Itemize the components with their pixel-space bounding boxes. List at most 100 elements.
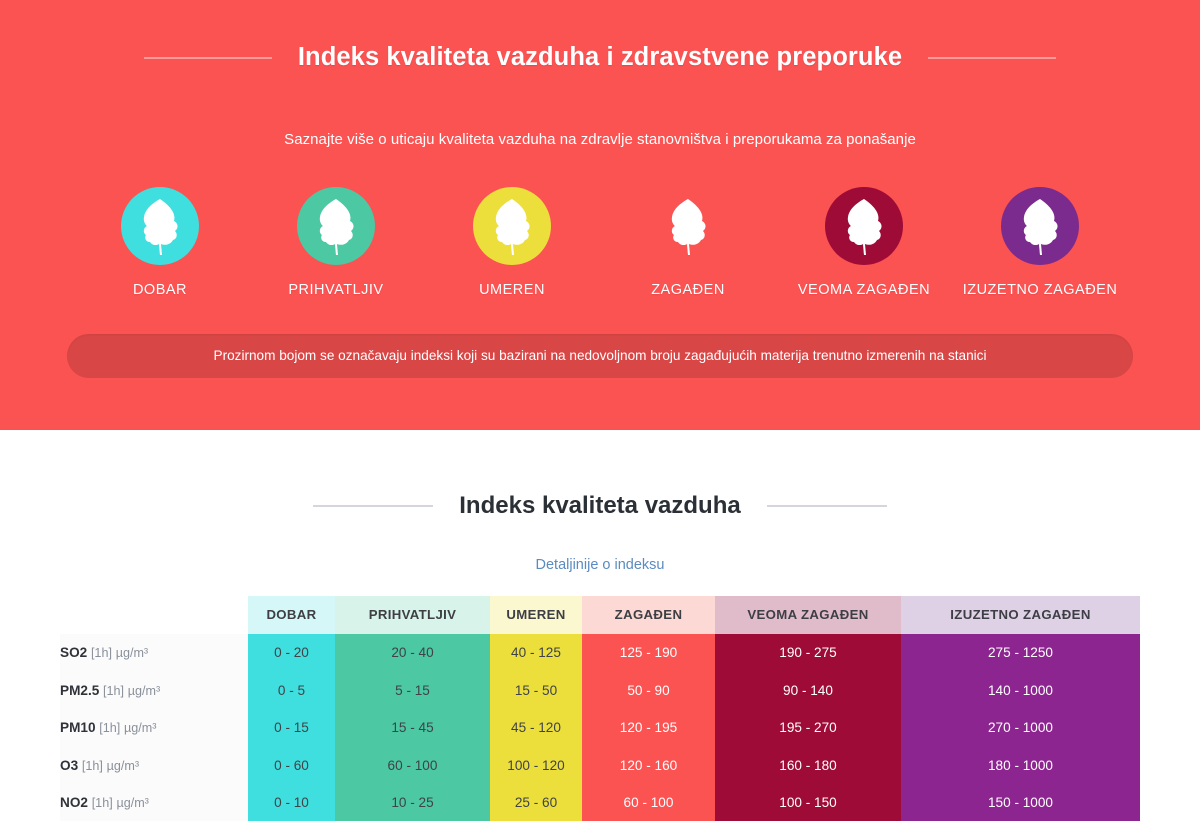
table-row: O3 [1h] µg/m³ 0 - 60 60 - 100 100 - 120 … — [60, 746, 1140, 784]
leaf-icon — [666, 197, 710, 256]
section-rule-left — [313, 504, 434, 507]
transparency-notice: Prozirnom bojom se označavaju indeksi ko… — [67, 333, 1133, 378]
cell-pm10-umeren: 45 - 120 — [490, 708, 582, 747]
category-icon-row: DOBAR PRIHVATLJIV — [0, 187, 1200, 300]
category-label: UMEREN — [479, 282, 545, 299]
page-title: Indeks kvaliteta vazduha i zdravstvene p… — [297, 43, 903, 72]
cell-pm25-izuzetno-zagadjen: 140 - 1000 — [901, 671, 1140, 709]
category-label: IZUZETNO ZAGAĐEN — [962, 282, 1118, 299]
aqi-table-wrap: DOBAR PRIHVATLJIV UMEREN ZAGAĐEN VEOMA Z… — [60, 595, 1140, 822]
pollutant-unit: µg/m³ — [115, 646, 149, 661]
pollutant-name: O3 — [60, 757, 79, 773]
category-disc-izuzetno-zagadjen — [1001, 187, 1079, 266]
cell-pm25-veoma-zagadjen: 90 - 140 — [715, 671, 901, 709]
category-disc-dobar — [121, 187, 199, 266]
section-rule-right — [766, 504, 887, 507]
row-label-pm25: PM2.5 [1h] µg/m³ — [60, 671, 248, 709]
section-title-row: Indeks kvaliteta vazduha — [0, 472, 1200, 540]
category-label: DOBAR — [132, 282, 188, 299]
row-label-pm10: PM10 [1h] µg/m³ — [60, 708, 248, 747]
table-row: PM2.5 [1h] µg/m³ 0 - 5 5 - 15 15 - 50 50… — [60, 671, 1140, 709]
pollutant-unit: µg/m³ — [124, 721, 157, 736]
cell-so2-zagadjen: 125 - 190 — [582, 633, 715, 672]
pollutant-period: [1h] — [91, 796, 113, 811]
category-disc-veoma-zagadjen — [825, 187, 903, 266]
header-blank — [60, 595, 248, 634]
category-disc-prihvatljiv — [297, 187, 375, 266]
cell-pm25-dobar: 0 - 5 — [248, 671, 335, 709]
header-veoma-zagadjen: VEOMA ZAGAĐEN — [715, 595, 901, 634]
row-label-so2: SO2 [1h] µg/m³ — [60, 633, 248, 672]
header-izuzetno-zagadjen: IZUZETNO ZAGAĐEN — [901, 595, 1140, 634]
cell-so2-prihvatljiv: 20 - 40 — [335, 633, 490, 672]
cell-pm25-zagadjen: 50 - 90 — [582, 671, 715, 709]
table-head: DOBAR PRIHVATLJIV UMEREN ZAGAĐEN VEOMA Z… — [60, 595, 1140, 634]
cell-o3-umeren: 100 - 120 — [490, 746, 582, 784]
pollutant-period: [1h] — [81, 758, 103, 773]
pollutant-unit: µg/m³ — [127, 683, 161, 698]
cell-no2-prihvatljiv: 10 - 25 — [335, 783, 490, 822]
title-rule-right — [928, 56, 1057, 59]
cell-pm25-prihvatljiv: 5 - 15 — [335, 671, 490, 709]
details-link[interactable]: Detaljinije o indeksu — [535, 556, 665, 573]
table-row: PM10 [1h] µg/m³ 0 - 15 15 - 45 45 - 120 … — [60, 708, 1140, 747]
cell-so2-veoma-zagadjen: 190 - 275 — [715, 633, 901, 672]
category-item-dobar[interactable]: DOBAR — [72, 187, 248, 300]
cell-no2-veoma-zagadjen: 100 - 150 — [715, 783, 901, 822]
category-item-zagadjen[interactable]: ZAGAĐEN — [600, 187, 776, 300]
leaf-icon — [314, 197, 358, 256]
table-body: SO2 [1h] µg/m³ 0 - 20 20 - 40 40 - 125 1… — [60, 633, 1140, 822]
section-title: Indeks kvaliteta vazduha — [459, 491, 741, 519]
header-dobar: DOBAR — [248, 595, 335, 634]
section-link-wrap: Detaljinije o indeksu — [0, 556, 1200, 574]
cell-pm25-umeren: 15 - 50 — [490, 671, 582, 709]
cell-so2-izuzetno-zagadjen: 275 - 1250 — [901, 633, 1140, 672]
category-label: VEOMA ZAGAĐEN — [797, 282, 931, 299]
cell-no2-izuzetno-zagadjen: 150 - 1000 — [901, 783, 1140, 822]
pollutant-name: NO2 — [60, 795, 88, 811]
category-item-umeren[interactable]: UMEREN — [424, 187, 600, 300]
cell-so2-umeren: 40 - 125 — [490, 633, 582, 672]
leaf-icon — [490, 197, 534, 256]
row-label-o3: O3 [1h] µg/m³ — [60, 746, 248, 784]
cell-o3-izuzetno-zagadjen: 180 - 1000 — [901, 746, 1140, 784]
cell-so2-dobar: 0 - 20 — [248, 633, 335, 672]
table-row: SO2 [1h] µg/m³ 0 - 20 20 - 40 40 - 125 1… — [60, 633, 1140, 672]
pollutant-period: [1h] — [90, 646, 112, 661]
category-label: PRIHVATLJIV — [288, 282, 384, 299]
cell-o3-prihvatljiv: 60 - 100 — [335, 746, 490, 784]
table-header-row: DOBAR PRIHVATLJIV UMEREN ZAGAĐEN VEOMA Z… — [60, 595, 1140, 634]
cell-o3-zagadjen: 120 - 160 — [582, 746, 715, 784]
cell-pm10-zagadjen: 120 - 195 — [582, 708, 715, 747]
leaf-icon — [138, 197, 182, 256]
cell-pm10-prihvatljiv: 15 - 45 — [335, 708, 490, 747]
header-prihvatljiv: PRIHVATLJIV — [335, 595, 490, 634]
cell-o3-veoma-zagadjen: 160 - 180 — [715, 746, 901, 784]
header-umeren: UMEREN — [490, 595, 582, 634]
cell-no2-zagadjen: 60 - 100 — [582, 783, 715, 822]
cell-no2-dobar: 0 - 10 — [248, 783, 335, 822]
pollutant-name: PM10 — [60, 720, 96, 736]
cell-o3-dobar: 0 - 60 — [248, 746, 335, 784]
category-item-izuzetno-zagadjen[interactable]: IZUZETNO ZAGAĐEN — [952, 187, 1128, 300]
category-item-prihvatljiv[interactable]: PRIHVATLJIV — [248, 187, 424, 300]
cell-pm10-veoma-zagadjen: 195 - 270 — [715, 708, 901, 747]
category-item-veoma-zagadjen[interactable]: VEOMA ZAGAĐEN — [776, 187, 952, 300]
category-label: ZAGAĐEN — [651, 282, 725, 299]
hero-title-row: Indeks kvaliteta vazduha i zdravstvene p… — [0, 26, 1200, 89]
pollutant-unit: µg/m³ — [116, 796, 149, 811]
index-section: Indeks kvaliteta vazduha Detaljinije o i… — [0, 430, 1200, 822]
pollutant-period: [1h] — [103, 683, 125, 698]
cell-no2-umeren: 25 - 60 — [490, 783, 582, 822]
category-disc-umeren — [473, 187, 551, 266]
pollutant-period: [1h] — [99, 721, 121, 736]
hero-subtitle: Saznajte više o uticaju kvaliteta vazduh… — [284, 131, 916, 149]
cell-pm10-dobar: 0 - 15 — [248, 708, 335, 747]
pollutant-name: PM2.5 — [60, 682, 100, 698]
pollutant-unit: µg/m³ — [106, 758, 140, 773]
header-zagadjen: ZAGAĐEN — [582, 595, 715, 634]
hero-banner: Indeks kvaliteta vazduha i zdravstvene p… — [0, 0, 1200, 430]
row-label-no2: NO2 [1h] µg/m³ — [60, 783, 248, 822]
table-row: NO2 [1h] µg/m³ 0 - 10 10 - 25 25 - 60 60… — [60, 783, 1140, 822]
title-rule-left — [143, 56, 272, 59]
